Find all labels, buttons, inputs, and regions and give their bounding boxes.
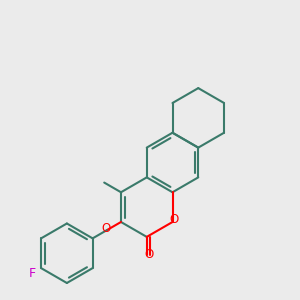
Text: O: O bbox=[144, 248, 153, 261]
Text: O: O bbox=[169, 214, 178, 226]
Text: O: O bbox=[101, 222, 110, 235]
Text: F: F bbox=[28, 267, 36, 280]
